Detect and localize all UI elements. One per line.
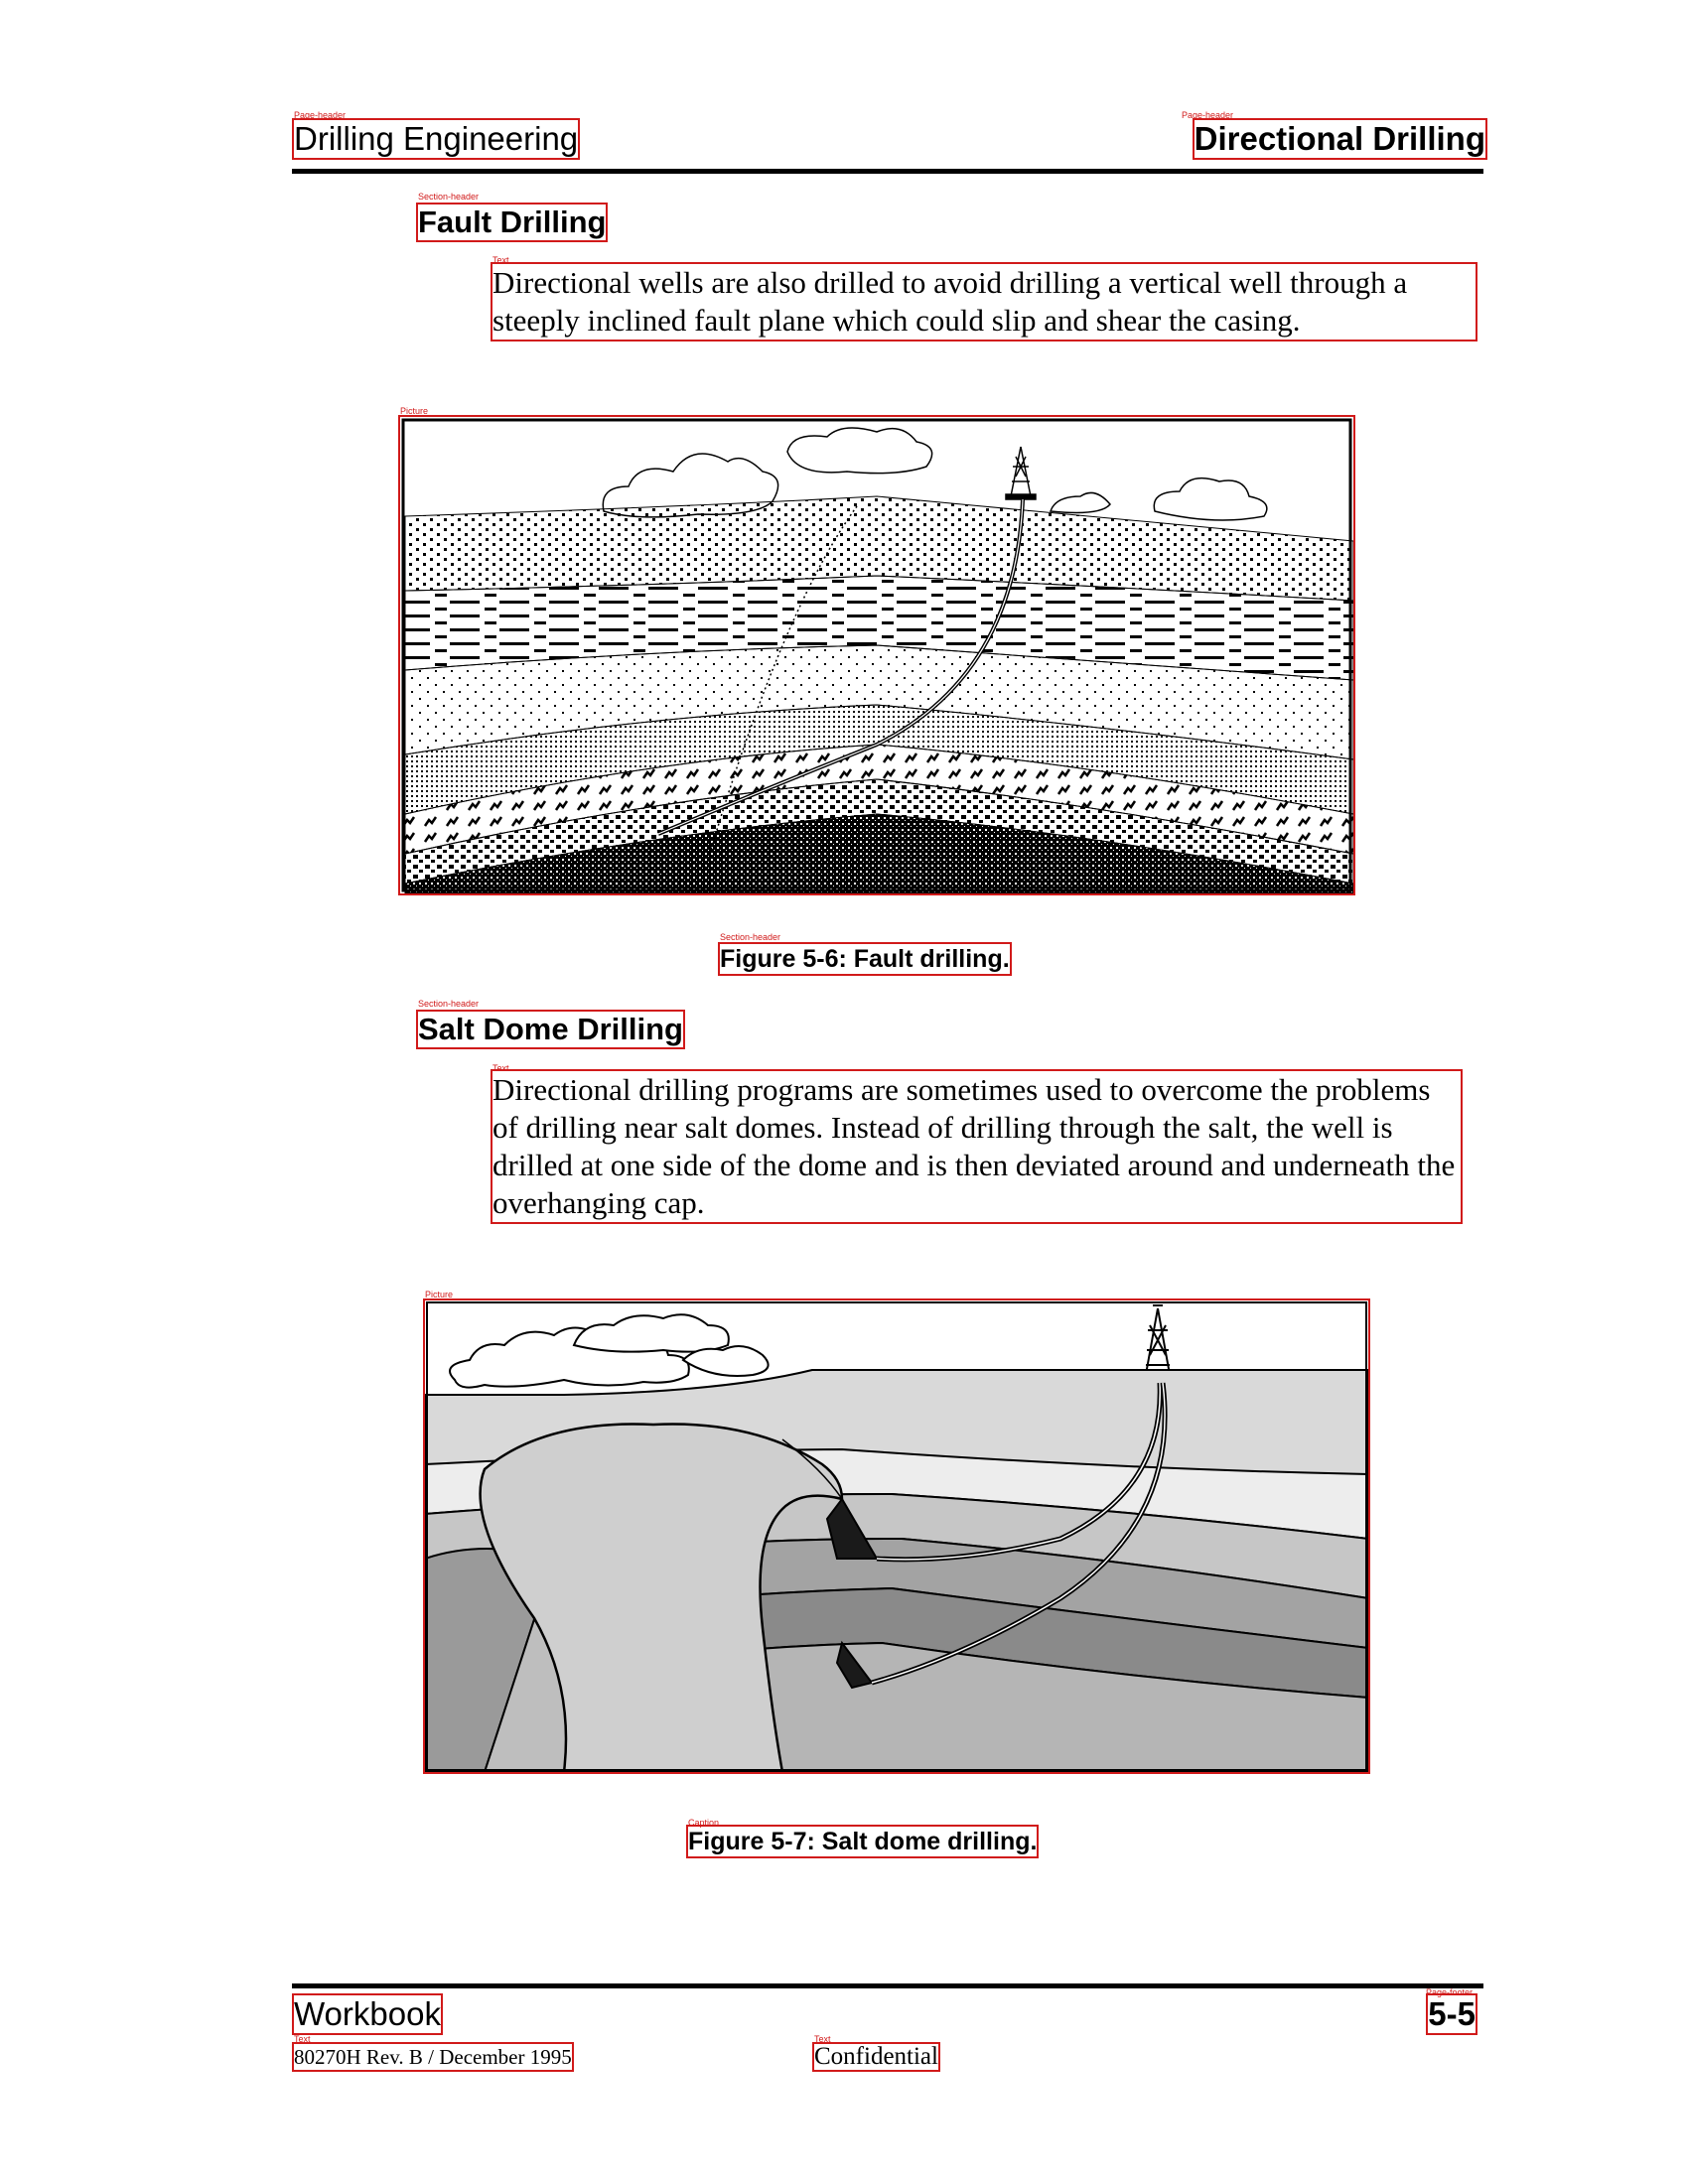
figure-5-6-caption: Figure 5-6: Fault drilling. <box>718 942 1012 976</box>
section-heading-salt-dome-drilling: Salt Dome Drilling <box>416 1010 685 1049</box>
fault-drilling-paragraph: Directional wells are also drilled to av… <box>491 262 1477 341</box>
annotation-tag-page-header-right: Page-header <box>1182 110 1234 120</box>
annotation-tag-section-header-fig6: Section-header <box>720 932 781 942</box>
footer-revision: 80270H Rev. B / December 1995 <box>292 2042 574 2072</box>
annotation-tag-text-salt: Text <box>492 1063 509 1073</box>
figure-5-7-caption: Figure 5-7: Salt dome drilling. <box>685 1825 1040 1858</box>
annotation-tag-text-confidential: Text <box>814 2034 831 2044</box>
annotation-tag-text-revision: Text <box>294 2034 311 2044</box>
annotation-tag-caption: Caption <box>688 1818 720 1828</box>
page-header-left: Drilling Engineering <box>291 118 581 160</box>
annotation-tag-text: Text <box>492 255 509 265</box>
annotation-tag-page-footer: Page-footer <box>1426 1987 1474 1997</box>
annotation-tag-picture-salt: Picture <box>425 1290 454 1299</box>
header-rule <box>292 169 1483 174</box>
salt-dome-figure <box>423 1298 1370 1774</box>
footer-rule <box>292 1983 1483 1988</box>
annotation-tag-page-header-left: Page-header <box>294 110 347 120</box>
page-header-right: Directional Drilling <box>1192 118 1488 160</box>
annotation-tag-section-header-salt: Section-header <box>418 999 480 1009</box>
annotation-tag-picture: Picture <box>400 406 429 416</box>
fault-drilling-figure <box>398 415 1355 895</box>
footer-page-number: 5-5 <box>1426 1993 1477 2035</box>
section-heading-fault-drilling: Fault Drilling <box>415 203 609 242</box>
salt-dome-paragraph: Directional drilling programs are someti… <box>491 1069 1463 1224</box>
footer-confidential: Confidential <box>812 2042 940 2072</box>
annotation-tag-section-header: Section-header <box>418 192 480 202</box>
footer-workbook: Workbook <box>292 1993 443 2035</box>
